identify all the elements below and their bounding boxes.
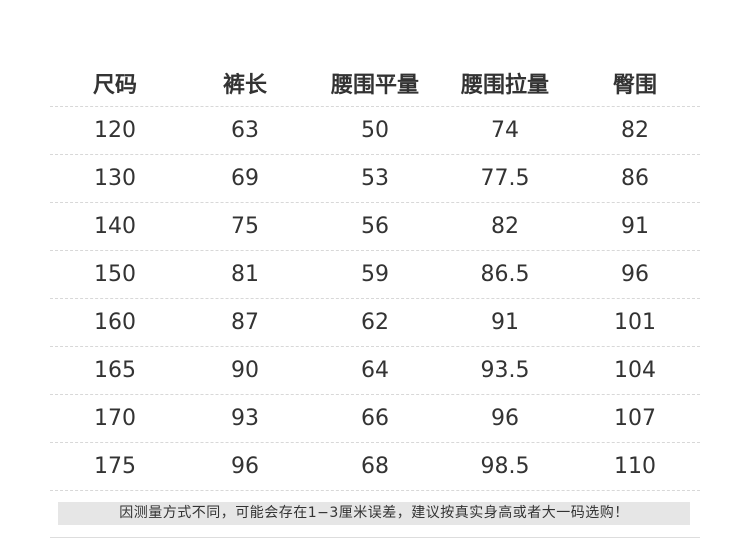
- table-cell: 77.5: [480, 166, 530, 191]
- table-cell: 91: [621, 214, 649, 239]
- table-cell: 93.5: [480, 358, 530, 383]
- column-header: 腰围平量: [330, 72, 419, 98]
- table-cell: 175: [94, 454, 136, 479]
- table-cell: 50: [361, 118, 389, 143]
- table-cell: 150: [94, 262, 136, 287]
- table-cell: 93: [231, 406, 259, 431]
- table-cell: 63: [231, 118, 259, 143]
- table-cell: 107: [614, 406, 656, 431]
- table-cell: 140: [94, 214, 136, 239]
- table-cell: 53: [361, 166, 389, 191]
- table-cell: 170: [94, 406, 136, 431]
- table-cell: 86: [621, 166, 649, 191]
- table-cell: 160: [94, 310, 136, 335]
- table-row: 170 93 66 96 107: [50, 395, 700, 443]
- table-row: 130 69 53 77.5 86: [50, 155, 700, 203]
- table-cell: 86.5: [480, 262, 530, 287]
- table-row: 140 75 56 82 91: [50, 203, 700, 251]
- table-cell: 66: [361, 406, 389, 431]
- measurement-note: 因测量方式不同，可能会存在1−3厘米误差，建议按真实身高或者大一码选购！: [58, 502, 690, 525]
- table-cell: 130: [94, 166, 136, 191]
- column-header: 尺码: [92, 72, 137, 98]
- table-cell: 59: [361, 262, 389, 287]
- table-cell: 82: [621, 118, 649, 143]
- table-cell: 91: [491, 310, 519, 335]
- table-cell: 96: [231, 454, 259, 479]
- table-cell: 87: [231, 310, 259, 335]
- table-cell: 75: [231, 214, 259, 239]
- divider: [50, 537, 700, 538]
- table-row: 120 63 50 74 82: [50, 107, 700, 155]
- table-cell: 96: [621, 262, 649, 287]
- table-cell: 82: [491, 214, 519, 239]
- table-cell: 165: [94, 358, 136, 383]
- table-row: 175 96 68 98.5 110: [50, 443, 700, 491]
- table-cell: 104: [614, 358, 656, 383]
- table-row: 160 87 62 91 101: [50, 299, 700, 347]
- table-cell: 96: [491, 406, 519, 431]
- column-header: 臀围: [612, 72, 657, 98]
- table-cell: 101: [614, 310, 656, 335]
- table-cell: 69: [231, 166, 259, 191]
- table-cell: 90: [231, 358, 259, 383]
- table-row: 150 81 59 86.5 96: [50, 251, 700, 299]
- table-cell: 56: [361, 214, 389, 239]
- table-cell: 120: [94, 118, 136, 143]
- column-header: 裤长: [222, 72, 267, 98]
- table-cell: 64: [361, 358, 389, 383]
- table-cell: 62: [361, 310, 389, 335]
- table-row: 165 90 64 93.5 104: [50, 347, 700, 395]
- table-cell: 74: [491, 118, 519, 143]
- table-cell: 110: [614, 454, 656, 479]
- table-cell: 68: [361, 454, 389, 479]
- table-cell: 81: [231, 262, 259, 287]
- header-row: 尺码 裤长 腰围平量 腰围拉量 臀围: [50, 59, 700, 107]
- column-header: 腰围拉量: [460, 72, 549, 98]
- table-cell: 98.5: [480, 454, 530, 479]
